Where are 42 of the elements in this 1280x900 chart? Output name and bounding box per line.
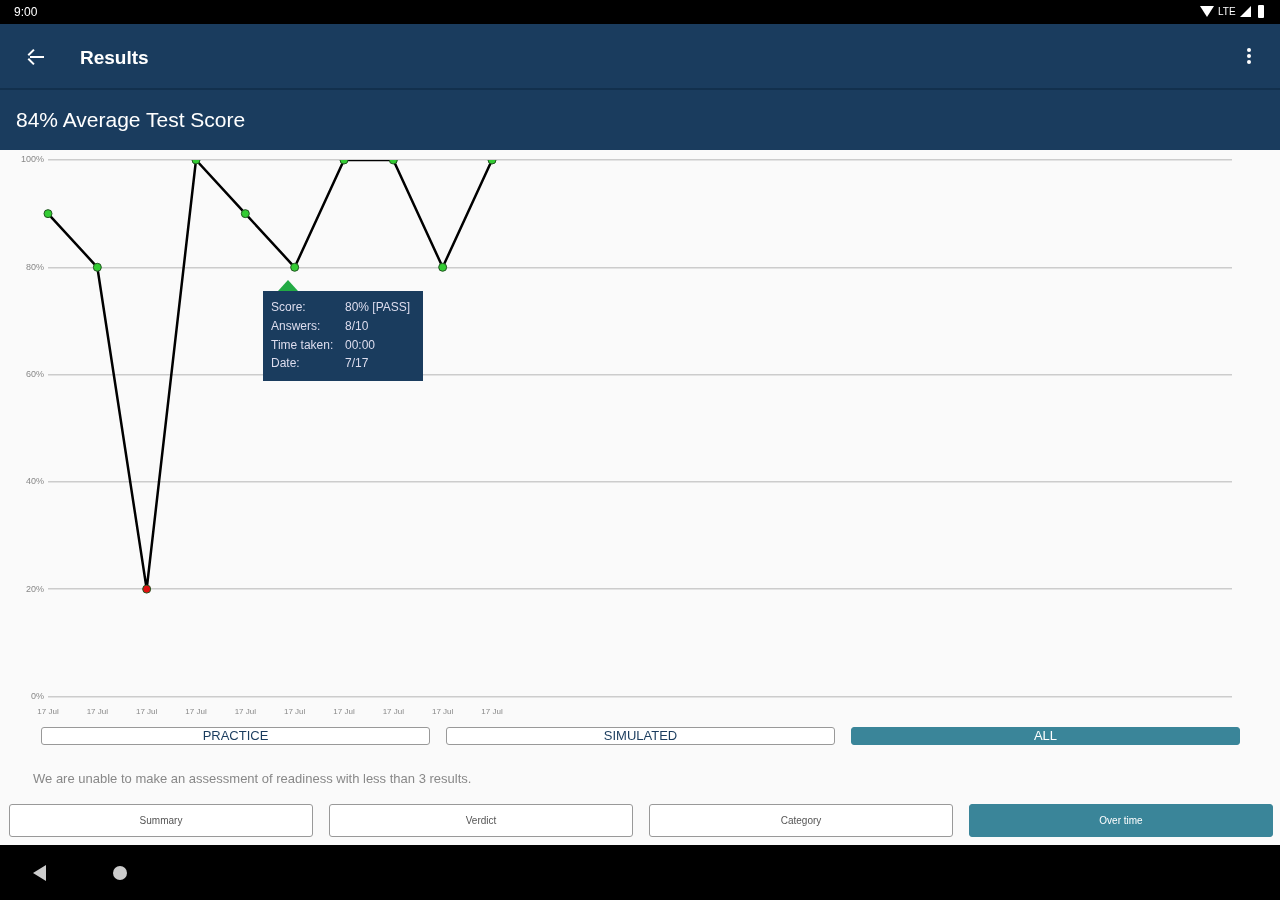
x-tick-label: 17 Jul [333,707,355,717]
x-tick-label: 17 Jul [431,707,454,717]
y-tick-label: 0% [30,690,44,701]
text: Over time [969,804,1273,837]
text: Verdict [329,804,633,837]
text: Results [80,47,149,69]
text: PRACTICE [41,727,430,745]
y-tick-label: 100% [20,154,44,165]
point [43,209,53,219]
text: LTE [1218,6,1236,17]
point [240,209,250,219]
point [290,262,300,272]
text: SIMULATED [446,727,835,745]
annotation: Answers: [271,318,322,335]
x-tick-label: 17 Jul [481,707,503,717]
x-tick-label: 17 Jul [234,707,257,717]
annotation: Score: [271,300,307,316]
text: 9:00 [14,5,38,19]
text: ALL [851,727,1240,745]
text: We are unable to make an assessment of readiness with less than 3 results. [33,771,472,786]
x-tick-label: 17 Jul [283,707,306,717]
point [438,262,448,272]
x-tick-label: 17 Jul [37,707,59,717]
x-tick-label: 17 Jul [185,707,207,717]
chart-title: 84% Average Test Score [16,108,246,132]
text: Summary [9,804,313,837]
point [92,262,102,272]
x-tick-label: 17 Jul [86,707,109,717]
annotation: 7/17 [345,356,370,372]
x-tick-label: 17 Jul [135,707,158,717]
y-tick-label: 40% [25,476,44,487]
annotation: Time taken: [271,337,335,354]
annotation: Date: [271,356,301,372]
annotation: 00:00 [345,337,377,354]
y-tick-label: 80% [25,261,44,272]
y-tick-label: 60% [25,369,44,380]
x-tick-label: 17 Jul [382,707,405,717]
point [142,584,152,594]
annotation: 80% [PASS] [345,300,412,316]
y-tick-label: 20% [25,583,44,594]
text: Category [649,804,953,837]
annotation: 8/10 [345,318,370,335]
